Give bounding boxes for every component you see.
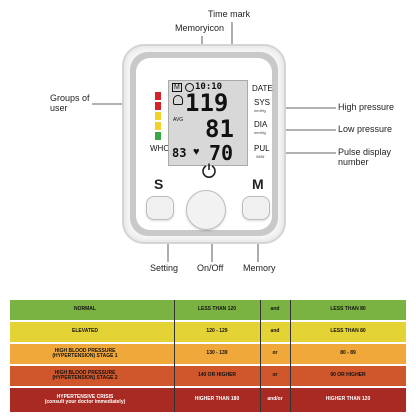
pul-unit-label: /MIN — [256, 154, 265, 159]
callout-memory-icon: Memoryicon — [175, 23, 225, 33]
indicator-green — [155, 132, 161, 140]
avg-label: AVG — [173, 117, 184, 123]
power-button[interactable] — [186, 190, 226, 230]
column-divider — [260, 300, 261, 412]
date-label: DATE — [252, 84, 273, 93]
blood-pressure-table: NORMAL LESS THAN 120 and LESS THAN 80 EL… — [10, 300, 406, 412]
user-icon — [173, 95, 183, 105]
systolic-cell: 120 - 129 — [206, 328, 228, 335]
table-row: HIGH BLOOD PRESSURE (HYPERTENSION) STAGE… — [10, 344, 406, 364]
column-divider — [290, 300, 291, 412]
heart-icon: ♥ — [193, 146, 200, 158]
category-cell: ELEVATED — [72, 328, 98, 335]
connector-cell: and/or — [267, 396, 283, 403]
m-button-label: M — [252, 176, 264, 192]
table-row: HYPERTENSIVE CRISIS (consult your doctor… — [10, 388, 406, 412]
diastolic-cell: LESS THAN 80 — [330, 306, 366, 313]
category-cell: NORMAL — [74, 306, 96, 313]
connector-cell: or — [272, 350, 278, 357]
connector-cell: and — [270, 306, 280, 313]
pul-label: PUL — [254, 144, 270, 153]
memory-mark-icon: M — [172, 83, 182, 92]
column-divider — [174, 300, 175, 412]
setting-button[interactable] — [146, 196, 174, 220]
callout-pulse-display-number: Pulse display number — [338, 147, 392, 167]
connector-cell: or — [272, 372, 278, 379]
systolic-cell: LESS THAN 120 — [197, 306, 237, 313]
callout-time-mark: Time mark — [208, 9, 251, 19]
memory-button[interactable] — [242, 196, 270, 220]
table-row: NORMAL LESS THAN 120 and LESS THAN 80 — [10, 300, 406, 320]
category-cell: HYPERTENSIVE CRISIS (consult your doctor… — [44, 393, 126, 405]
lcd-screen: M 10:10 119 AVG 81 83 ♥ 70 — [168, 80, 248, 166]
connector-cell: and — [270, 328, 280, 335]
dia-unit-label: mmHg — [254, 130, 266, 135]
table-row: HIGH BLOOD PRESSURE (HYPERTENSION) STAGE… — [10, 366, 406, 386]
systolic-cell: 140 OR HIGHER — [197, 372, 237, 379]
indicator-red-2 — [155, 102, 161, 110]
callout-on-off: On/Off — [197, 263, 224, 273]
pul-value: 70 — [209, 141, 234, 165]
dia-label: DIA — [254, 120, 268, 129]
indicator-yellow-2 — [155, 122, 161, 130]
callout-setting: Setting — [150, 263, 179, 273]
callout-groups-of-user: Groups of user — [50, 93, 90, 113]
callout-memory: Memory — [243, 263, 276, 273]
power-icon — [202, 163, 216, 178]
category-cell: HIGH BLOOD PRESSURE (HYPERTENSION) STAGE… — [52, 347, 118, 359]
memory-count: 83 — [172, 146, 187, 160]
who-label: WHO — [150, 144, 170, 153]
diastolic-cell: HIGHER THAN 120 — [325, 396, 371, 403]
sys-label: SYS — [254, 98, 271, 107]
s-button-label: S — [154, 176, 164, 192]
indicator-red — [155, 92, 161, 100]
systolic-cell: 130 - 139 — [206, 350, 228, 357]
dia-value: 81 — [205, 115, 234, 143]
sys-value: 119 — [185, 89, 229, 117]
callout-high-pressure: High pressure — [338, 102, 395, 112]
category-cell: HIGH BLOOD PRESSURE (HYPERTENSION) STAGE… — [52, 369, 118, 381]
sys-unit-label: mmHg — [254, 108, 266, 113]
systolic-cell: HIGHER THAN 180 — [194, 396, 240, 403]
diastolic-cell: 80 - 89 — [340, 350, 356, 357]
diastolic-cell: LESS THAN 80 — [330, 328, 366, 335]
diastolic-cell: 90 OR HIGHER — [330, 372, 366, 379]
table-row: ELEVATED 120 - 129 and LESS THAN 80 — [10, 322, 406, 342]
blood-pressure-monitor: WHO M 10:10 119 AVG 81 83 ♥ 70 DATE SYS … — [122, 44, 286, 244]
indicator-yellow — [155, 112, 161, 120]
callout-low-pressure: Low pressure — [338, 124, 393, 134]
clock-icon — [185, 83, 194, 92]
time-display: 10:10 — [195, 82, 223, 92]
